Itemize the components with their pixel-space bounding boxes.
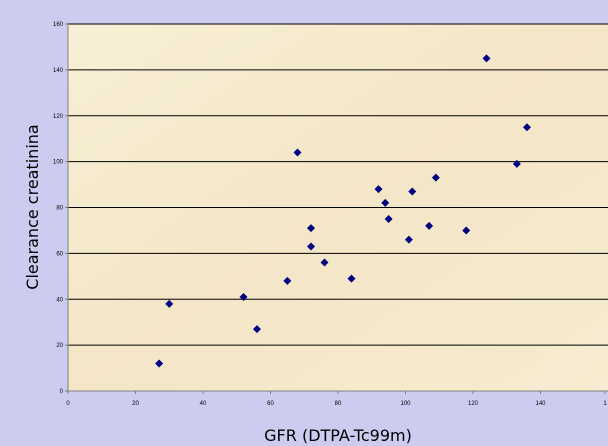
x-tick-label: 40 bbox=[200, 401, 207, 407]
x-tick-label: 0 bbox=[66, 401, 70, 407]
y-axis-title: Clearance creatinina bbox=[23, 124, 42, 289]
y-axis-ticks: 0 20 40 60 80 100 120 140 160 bbox=[53, 22, 68, 395]
data-point bbox=[307, 242, 315, 251]
x-tick-label: 1 bbox=[603, 401, 607, 407]
data-point bbox=[320, 258, 329, 267]
data-point bbox=[253, 325, 261, 334]
x-axis-ticks: 0 20 40 60 80 100 120 140 1 bbox=[66, 391, 607, 407]
data-point bbox=[512, 159, 521, 168]
x-tick-label: 20 bbox=[132, 401, 139, 407]
x-tick-label: 140 bbox=[535, 401, 546, 407]
y-tick-label: 0 bbox=[60, 389, 64, 395]
data-point bbox=[307, 224, 315, 233]
x-tick-label: 100 bbox=[400, 401, 411, 407]
gridlines bbox=[68, 23, 608, 346]
x-tick-label: 60 bbox=[267, 401, 274, 407]
data-point bbox=[381, 198, 390, 207]
data-point bbox=[293, 148, 302, 157]
y-tick-label: 20 bbox=[56, 343, 63, 349]
y-tick-label: 160 bbox=[53, 22, 64, 28]
data-point bbox=[155, 359, 164, 368]
data-point bbox=[425, 221, 434, 230]
data-points bbox=[155, 54, 531, 368]
y-tick-label: 100 bbox=[53, 160, 64, 166]
data-point bbox=[347, 274, 356, 283]
data-point bbox=[283, 276, 292, 285]
data-point bbox=[239, 292, 248, 301]
data-point bbox=[523, 123, 531, 132]
data-point bbox=[165, 299, 174, 308]
x-tick-label: 80 bbox=[335, 401, 342, 407]
data-point bbox=[462, 226, 471, 235]
y-tick-label: 80 bbox=[56, 206, 63, 212]
y-tick-label: 60 bbox=[56, 251, 63, 257]
data-point bbox=[374, 185, 383, 194]
data-point bbox=[431, 173, 440, 182]
data-point bbox=[404, 235, 413, 244]
x-tick-label: 120 bbox=[468, 401, 479, 407]
data-point bbox=[482, 54, 491, 63]
y-tick-label: 120 bbox=[53, 114, 64, 120]
y-tick-label: 140 bbox=[53, 68, 64, 74]
x-axis-title: GFR (DTPA-Tc99m) bbox=[264, 426, 412, 445]
data-point bbox=[408, 187, 417, 196]
data-point bbox=[384, 214, 393, 223]
y-tick-label: 40 bbox=[56, 297, 63, 303]
